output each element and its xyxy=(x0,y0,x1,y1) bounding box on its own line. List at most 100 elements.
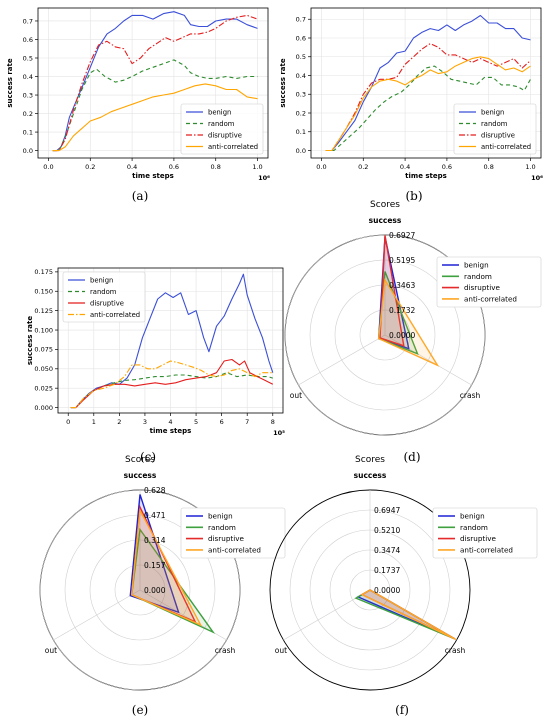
y-tick-label: 0.7 xyxy=(23,17,33,25)
legend-box xyxy=(180,507,286,559)
x-axis-multiplier: 10⁶ xyxy=(258,174,270,182)
y-tick-label: 0.100 xyxy=(34,326,53,334)
y-axis-label: success rate xyxy=(6,58,14,107)
y-tick-label: 0.1 xyxy=(296,128,306,136)
radar-tick-label: 0.6947 xyxy=(374,506,400,515)
y-tick-label: 0.6 xyxy=(296,34,306,42)
legend: benign random disruptive anti-correlated xyxy=(180,103,264,155)
radar-chart-0: Scores 0.0000 0.1732 0.3463 0.5195 0.6927 succ… xyxy=(284,200,542,464)
x-tick-label: 0.8 xyxy=(211,163,221,171)
x-tick-label: 3 xyxy=(143,418,147,426)
y-tick-label: 0.4 xyxy=(23,73,33,81)
legend-label-benign: benign xyxy=(90,276,113,284)
radar-tick-label: 0.000 xyxy=(144,586,166,595)
series-line-anti-correlated xyxy=(70,360,273,409)
x-tick-label: 0.6 xyxy=(442,163,452,171)
y-tick-label: 0.7 xyxy=(296,16,306,24)
legend: benign random disruptive anti-correlated xyxy=(180,507,286,559)
series-line-anti-correlated xyxy=(325,56,531,152)
legend-label-benign: benign xyxy=(460,512,485,521)
series-line-disruptive xyxy=(70,358,274,409)
caption: (b) xyxy=(405,189,422,203)
y-tick-label: 0.4 xyxy=(296,72,306,80)
series-line-benign xyxy=(52,11,258,152)
y-tick-label: 0.3 xyxy=(296,91,306,99)
series-line-random xyxy=(70,372,273,409)
x-tick-label: 5 xyxy=(194,418,198,426)
x-tick-label: 0.0 xyxy=(43,163,53,171)
series-line-benign xyxy=(325,14,531,152)
legend-box xyxy=(453,103,537,155)
y-tick-label: 0.175 xyxy=(34,268,53,276)
radar-axis-label-crash: crash xyxy=(460,391,481,400)
y-tick-label: 0.0 xyxy=(23,147,33,155)
x-tick-label: 6 xyxy=(220,418,224,426)
chart-title: Scores xyxy=(125,455,155,465)
legend-label-random: random xyxy=(90,288,117,296)
radar-tick-label: 0.0000 xyxy=(389,331,415,340)
radar-spoke xyxy=(384,334,472,386)
series-line-anti-correlated xyxy=(52,83,258,152)
caption: (f) xyxy=(395,703,409,717)
radar-tick-label: 0.3463 xyxy=(389,281,415,290)
y-tick-label: 0.2 xyxy=(23,110,33,118)
legend-label-disruptive: disruptive xyxy=(464,283,500,292)
caption: (c) xyxy=(140,450,156,464)
radar-axis-label-success: success xyxy=(354,471,387,480)
y-tick-label: 0.000 xyxy=(34,404,53,412)
radar-tick-label: 0.628 xyxy=(144,486,166,495)
series-line-random xyxy=(325,65,531,152)
x-axis-multiplier: 10⁵ xyxy=(273,429,285,437)
radar-chart-1: Scores 0.000 0.157 0.314 0.471 0.628 success cr… xyxy=(39,455,286,717)
x-tick-label: 0 xyxy=(66,418,70,426)
y-tick-label: 0.150 xyxy=(34,288,53,296)
chart-title: Scores xyxy=(370,200,400,210)
legend-label-disruptive: disruptive xyxy=(460,534,496,543)
legend-label-disruptive: disruptive xyxy=(208,131,242,139)
radar-tick-label: 0.157 xyxy=(144,561,166,570)
legend-label-random: random xyxy=(460,523,488,532)
caption: (d) xyxy=(403,450,420,464)
y-tick-label: 0.6 xyxy=(23,36,33,44)
line-chart-0: 0.0 0.2 0.4 0.6 0.8 1.0 0.0 0.1 0.2 0.3 0.4 0.5 0.6 0… xyxy=(6,7,270,203)
radar-axis-label-crash: crash xyxy=(445,646,466,655)
legend: benign random disruptive anti-correlated xyxy=(62,271,146,323)
x-tick-label: 0.8 xyxy=(484,163,494,171)
legend-label-random: random xyxy=(481,120,508,128)
x-axis-multiplier: 10⁶ xyxy=(531,174,543,182)
y-tick-label: 0.050 xyxy=(34,365,53,373)
radar-axis-label-out: out xyxy=(45,646,57,655)
series-line-disruptive xyxy=(52,14,258,152)
series-line-random xyxy=(52,59,258,152)
caption: (e) xyxy=(132,703,148,717)
legend-label-random: random xyxy=(464,272,492,281)
radar-tick-label: 0.314 xyxy=(144,536,166,545)
radar-series-anti-correlated xyxy=(377,277,440,367)
x-tick-label: 0.2 xyxy=(358,163,368,171)
radar-tick-label: 0.1737 xyxy=(374,566,400,575)
radar-tick-label: 0.5210 xyxy=(374,526,400,535)
radar-series-anti-correlated xyxy=(360,589,457,641)
radar-tick-label: 0.1732 xyxy=(389,306,415,315)
radar-tick-label: 0.3474 xyxy=(374,546,400,555)
x-tick-label: 0.4 xyxy=(127,163,137,171)
legend-label-anti-correlated: anti-correlated xyxy=(481,143,531,151)
legend-box xyxy=(62,271,146,323)
chart-title: Scores xyxy=(355,455,385,465)
x-tick-label: 0.2 xyxy=(85,163,95,171)
radar-axis-label-out: out xyxy=(275,646,287,655)
legend-label-benign: benign xyxy=(481,108,504,116)
legend-box xyxy=(180,103,264,155)
legend-label-random: random xyxy=(208,523,236,532)
legend-label-benign: benign xyxy=(208,512,233,521)
line-chart-2: 0 1 2 3 4 5 6 7 8 0.000 0.025 0.050 0.075 0.100 0.125 0… xyxy=(26,267,285,464)
x-tick-label: 7 xyxy=(245,418,249,426)
legend-label-random: random xyxy=(208,120,235,128)
radar-series-anti-correlated xyxy=(130,508,203,627)
legend-label-anti-correlated: anti-correlated xyxy=(90,311,140,319)
legend: benign random disruptive anti-correlated xyxy=(436,256,542,308)
caption: (a) xyxy=(132,189,149,203)
series-line-disruptive xyxy=(325,43,531,152)
y-tick-label: 0.1 xyxy=(23,128,33,136)
